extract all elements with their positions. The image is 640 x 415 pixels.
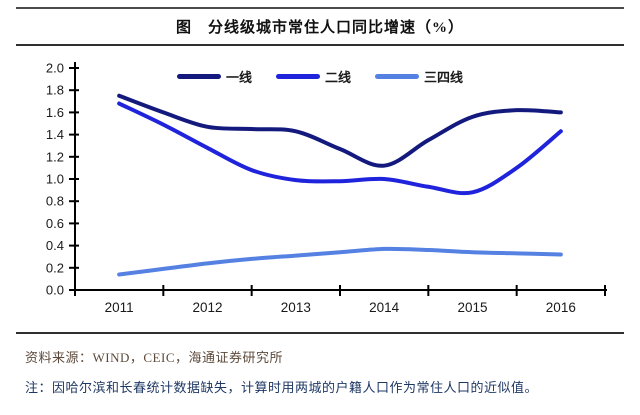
chart-title: 图 分线级城市常住人口同比增速（%） (175, 20, 464, 36)
y-tick-label: 0.8 (46, 194, 64, 209)
y-tick-label: 2.0 (46, 61, 64, 76)
x-tick-label: 2011 (105, 300, 134, 315)
legend-label-tier34: 三四线 (424, 70, 464, 85)
y-tick-label: 1.2 (46, 149, 64, 164)
y-tick-label: 0.0 (46, 283, 64, 298)
legend-item-tier2: 二线 (275, 67, 351, 86)
footer-separator-rule (16, 332, 624, 334)
legend-swatch-tier34 (375, 74, 419, 79)
y-tick-label: 1.6 (46, 105, 64, 120)
y-tick-label: 0.6 (46, 216, 64, 231)
legend-item-tier34: 三四线 (375, 67, 463, 86)
methodology-note: 注：因哈尔滨和长春统计数据缺失，计算时用两城的户籍人口作为常住人口的近似值。 (25, 380, 539, 395)
top-rule (16, 7, 624, 9)
x-tick-label: 2012 (192, 300, 222, 315)
x-tick-label: 2013 (281, 300, 311, 315)
y-tick-label: 0.2 (46, 260, 64, 275)
title-underline-rule (16, 44, 624, 46)
x-tick-label: 2014 (369, 300, 400, 315)
y-tick-label: 1.0 (46, 172, 64, 187)
chart-legend: 一线 二线 三四线 (0, 67, 640, 86)
legend-swatch-tier1 (176, 74, 221, 79)
source-note: 资料来源：WIND，CEIC，海通证券研究所 (25, 350, 283, 365)
series-line-tier34 (117, 246, 563, 277)
x-tick-label: 2015 (457, 300, 487, 315)
y-tick-label: 1.4 (46, 127, 64, 142)
series-line-tier1 (117, 93, 563, 168)
legend-item-tier1: 一线 (176, 67, 252, 86)
legend-label-tier1: 一线 (225, 70, 252, 85)
series-line-tier2 (117, 101, 563, 196)
y-tick-label: 0.4 (46, 238, 64, 253)
y-tick-label: 1.8 (46, 83, 64, 98)
legend-swatch-tier2 (275, 74, 320, 79)
legend-label-tier2: 二线 (324, 70, 351, 85)
x-tick-label: 2016 (546, 300, 576, 315)
